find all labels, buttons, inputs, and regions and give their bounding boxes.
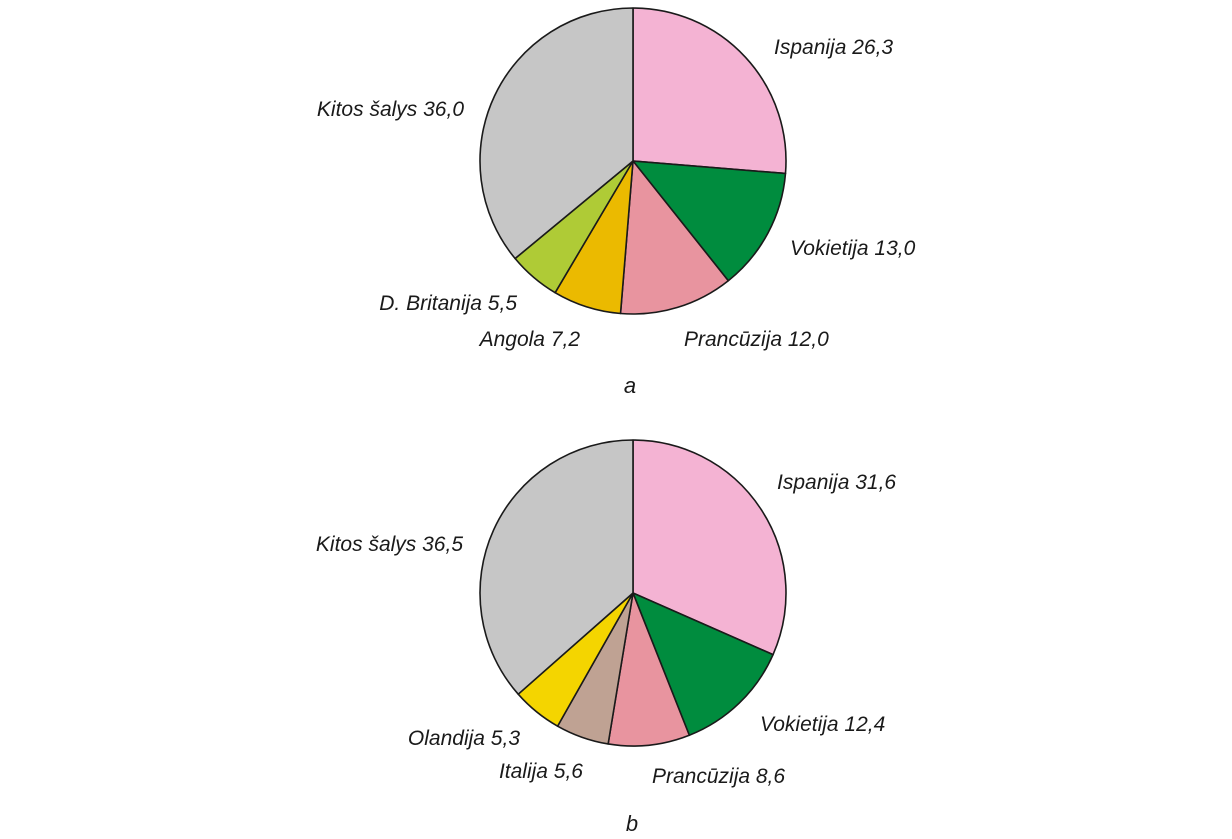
slice-label: Kitos šalys 36,5 <box>316 533 463 556</box>
pie-slice-vokietija <box>632 592 774 737</box>
pie-chart-b: Ispanija 31,6 Vokietija 12,4 Prancūzija 8,… <box>316 439 896 836</box>
pie-slice-prancūzija <box>619 160 730 315</box>
slice-label: Prancūzija 8,6 <box>652 765 785 788</box>
slice-label: Ispanija 31,6 <box>777 471 896 494</box>
pie-slice-ispanija <box>632 7 787 175</box>
pie-chart-a: Ispanija 26,3 Vokietija 13,0 Prancūzija 12… <box>317 7 916 398</box>
chart-caption: b <box>626 811 638 836</box>
pie-slice-kitos-šalys <box>479 7 634 260</box>
pie-slice-vokietija <box>632 160 787 282</box>
chart-caption: a <box>624 373 636 398</box>
pie-slice-ispanija <box>632 439 787 656</box>
slice-label: Angola 7,2 <box>478 328 581 351</box>
slice-label: Prancūzija 12,0 <box>684 328 829 351</box>
slice-label: Kitos šalys 36,0 <box>317 98 464 121</box>
slice-label: Vokietija 13,0 <box>790 237 916 260</box>
slice-label: D. Britanija 5,5 <box>379 292 517 315</box>
slice-label: Ispanija 26,3 <box>774 36 893 59</box>
pie-slice-prancūzija <box>607 592 691 747</box>
slice-label: Italija 5,6 <box>499 760 583 783</box>
slice-label: Olandija 5,3 <box>408 727 520 750</box>
slice-label: Vokietija 12,4 <box>760 713 885 736</box>
pie-slice-kitos-šalys <box>479 439 634 695</box>
